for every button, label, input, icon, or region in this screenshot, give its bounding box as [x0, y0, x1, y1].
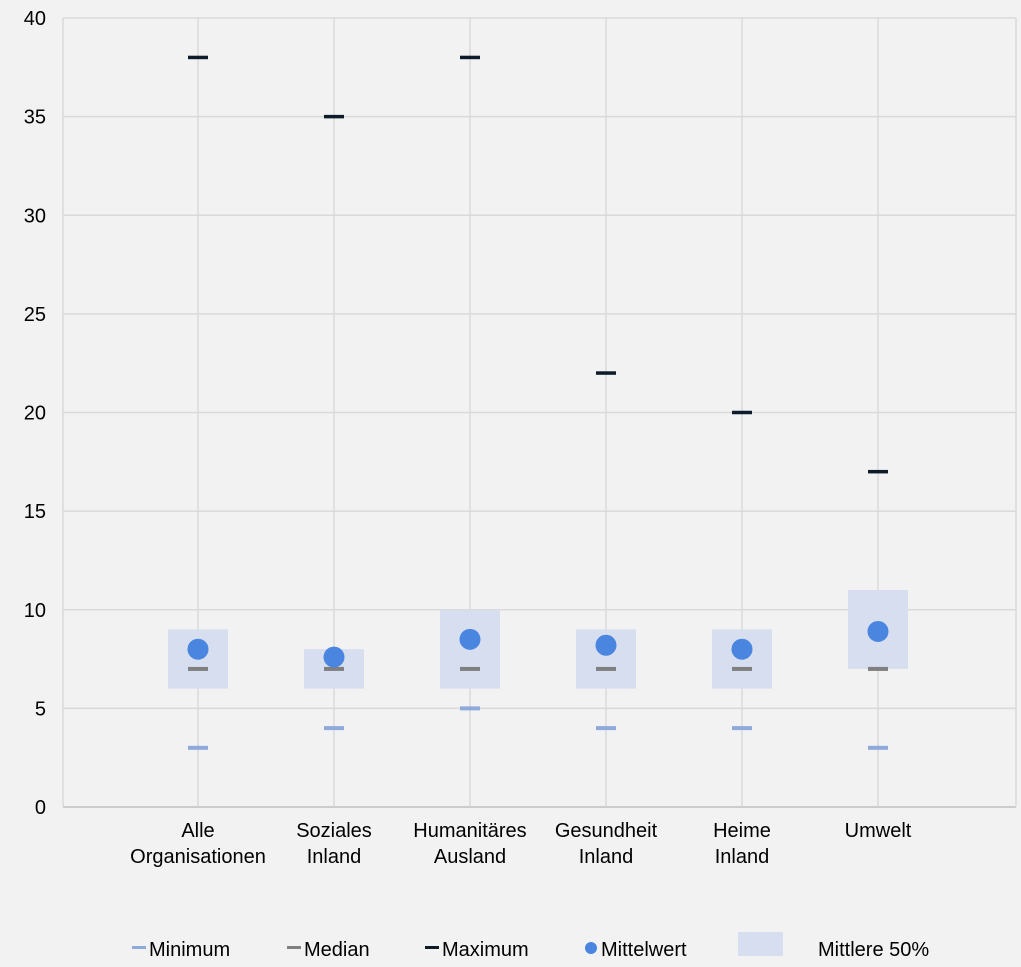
legend-item-mittelwert: Mittelwert — [585, 939, 687, 961]
marker-median — [732, 666, 752, 671]
y-tick-label: 5 — [35, 698, 46, 720]
legend-item-median: Median — [287, 939, 370, 961]
y-tick-label: 30 — [24, 205, 46, 227]
marker-minimum — [460, 706, 480, 711]
legend: Minimum Median Maximum Mittelwert Mittlere 5… — [132, 932, 929, 961]
marker-maximum — [732, 410, 752, 415]
marker-mittelwert — [323, 646, 345, 668]
y-tick-label: 10 — [24, 600, 46, 622]
y-tick-label: 40 — [24, 8, 46, 30]
marker-mittelwert — [731, 638, 753, 660]
legend-swatch — [287, 946, 301, 949]
legend-swatch — [585, 942, 597, 954]
legend-swatch — [425, 946, 439, 949]
marker-median — [324, 666, 344, 671]
marker-minimum — [868, 745, 888, 750]
grid — [62, 17, 1017, 808]
y-tick-label: 15 — [24, 501, 46, 523]
legend-label: Median — [304, 939, 370, 961]
marker-minimum — [324, 726, 344, 731]
legend-label: Minimum — [149, 939, 230, 961]
marker-median — [188, 666, 208, 671]
legend-item-minimum: Minimum — [132, 939, 230, 961]
y-tick-label: 20 — [24, 403, 46, 425]
x-category-label: Heime Inland — [713, 820, 771, 868]
marker-median — [596, 666, 616, 671]
legend-label: Maximum — [442, 939, 529, 961]
y-axis-ticks: 0 5 10 15 20 25 30 35 40 — [24, 8, 46, 819]
x-category-label: Humanitäres Ausland — [413, 820, 526, 868]
marker-median — [868, 666, 888, 671]
legend-swatch — [738, 932, 783, 956]
x-category-label: Alle Organisationen — [130, 820, 266, 868]
marker-maximum — [868, 469, 888, 474]
y-tick-label: 35 — [24, 107, 46, 129]
legend-label: Mittlere 50% — [818, 939, 929, 961]
marker-maximum — [324, 114, 344, 119]
x-axis-labels: Alle Organisationen Soziales Inland Humanitä… — [130, 820, 912, 868]
legend-swatch — [132, 946, 146, 949]
legend-label: Mittelwert — [601, 939, 687, 961]
marker-minimum — [188, 745, 208, 750]
marker-minimum — [596, 726, 616, 731]
marker-mittelwert — [187, 638, 209, 660]
marker-maximum — [460, 55, 480, 60]
marker-maximum — [188, 55, 208, 60]
marker-maximum — [596, 371, 616, 375]
data-marks — [187, 55, 889, 750]
marker-median — [460, 666, 480, 671]
marker-mittelwert — [867, 620, 889, 642]
marker-minimum — [732, 726, 752, 731]
x-category-label: Umwelt — [845, 820, 912, 842]
y-tick-label: 25 — [24, 304, 46, 326]
legend-item-maximum: Maximum — [425, 939, 529, 961]
marker-mittelwert — [595, 634, 617, 656]
x-category-label: Gesundheit Inland — [555, 820, 658, 868]
interquartile-bands — [168, 590, 908, 689]
y-tick-label: 0 — [35, 797, 46, 819]
marker-mittelwert — [459, 628, 481, 650]
x-category-label: Soziales Inland — [296, 820, 372, 868]
legend-item-mittlere-50: Mittlere 50% — [738, 932, 929, 961]
